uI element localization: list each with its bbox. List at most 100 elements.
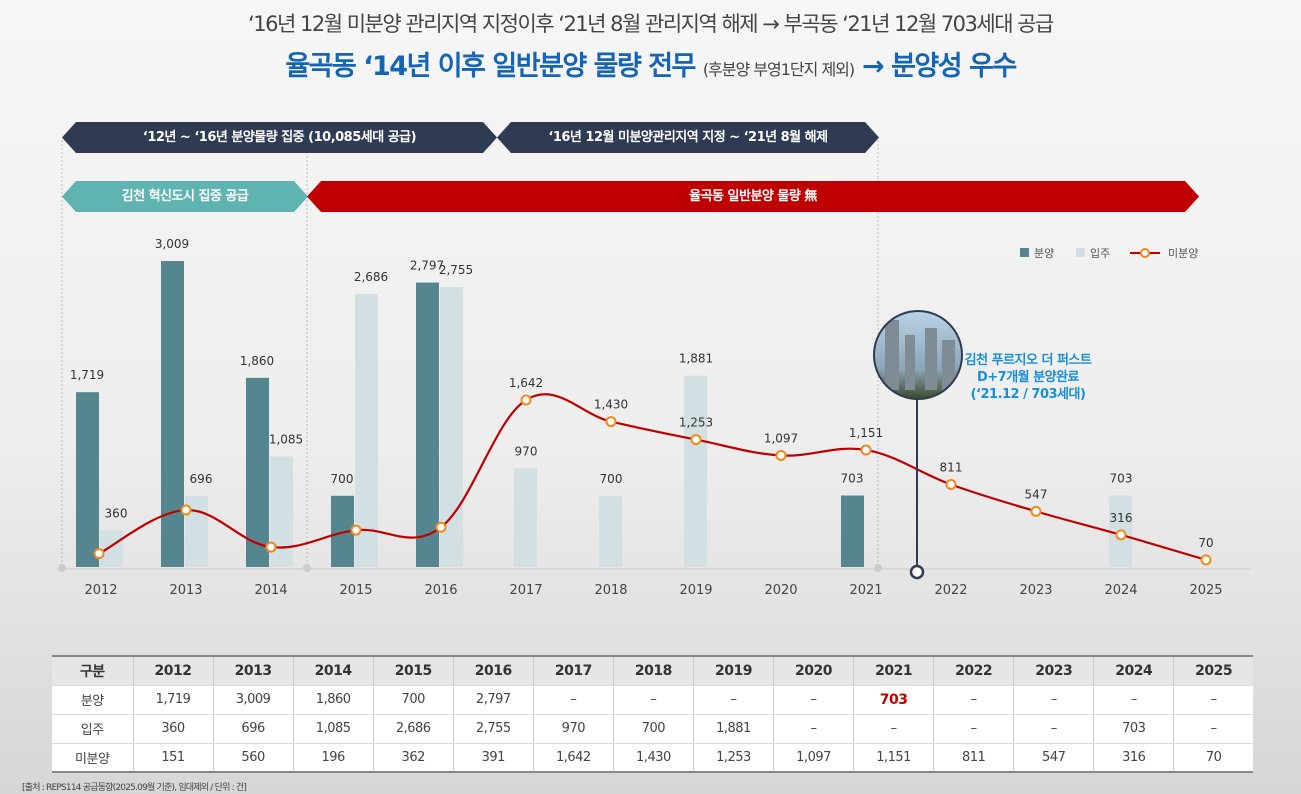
bar-label-ipju: 970	[515, 444, 538, 458]
table-cell: 700	[372, 685, 454, 715]
table-cell: 151	[132, 743, 214, 773]
table-cell: 1,430	[612, 743, 694, 773]
marker-mibunyang	[860, 444, 872, 456]
line-label-mibunyang: 1,151	[849, 426, 883, 440]
table-header-cell: 2025	[1173, 656, 1253, 686]
table-cell: 560	[212, 743, 294, 773]
building-icon	[905, 335, 915, 390]
table-cell: 700	[612, 714, 694, 744]
line-label-mibunyang: 1,430	[594, 398, 628, 412]
data-table: 구분 2012 2013 2014 2015 2016 2017 2018 2019 2020 20…	[52, 655, 1253, 773]
marker-mibunyang	[775, 449, 787, 461]
table-header-cell: 2022	[933, 656, 1014, 686]
table-header-cell: 구분	[52, 656, 133, 686]
table-cell: –	[692, 685, 774, 715]
x-tick-label: 2017	[509, 583, 542, 598]
table-header-cell: 2014	[292, 656, 374, 686]
bar-label-ipju: 360	[105, 506, 128, 520]
bar-label-ipju: 1,881	[679, 352, 713, 366]
table-cell: 970	[532, 714, 614, 744]
pin-marker	[909, 564, 925, 580]
marker-mibunyang	[1115, 529, 1127, 541]
marker-mibunyang	[690, 434, 702, 446]
x-tick-label: 2012	[84, 583, 117, 598]
bar-bunyang	[161, 261, 184, 567]
photo-frame	[873, 310, 963, 400]
table-header-cell: 2023	[1013, 656, 1094, 686]
table-cell: 70	[1173, 743, 1253, 773]
table-row: 미분양 151 560 196 362 391 1,642 1,430 1,253 1,097 1,…	[52, 743, 1253, 773]
banner-period1: ‘12년 ~ ‘16년 분양물량 집중 (10,085세대 공급)	[62, 122, 497, 153]
table-header-cell: 2013	[212, 656, 294, 686]
x-tick-label: 2020	[764, 583, 797, 598]
banner-period2: ‘16년 12월 미분양관리지역 지정 ~ ‘21년 8월 해제	[497, 122, 879, 153]
building-icon	[942, 340, 955, 390]
x-tick-label: 2022	[934, 583, 967, 598]
legend-label-bunyang: 분양	[1034, 247, 1054, 260]
building-icon	[885, 320, 899, 390]
x-tick-label: 2013	[169, 583, 202, 598]
headline-tail: → 분양성 우수	[854, 51, 1017, 82]
table-cell: 1,253	[692, 743, 774, 773]
line-label-mibunyang: 1,097	[764, 431, 798, 445]
marker-mibunyang	[1200, 554, 1212, 566]
marker-mibunyang	[93, 548, 105, 560]
line-label-mibunyang: 547	[1025, 487, 1048, 501]
table-cell: 입주	[52, 714, 133, 744]
table-header-cell: 2021	[853, 656, 934, 686]
bar-label-bunyang: 700	[331, 472, 354, 486]
bar-label-ipju: 696	[190, 472, 213, 486]
bar-bunyang	[76, 392, 99, 567]
table-cell: 3,009	[212, 685, 294, 715]
table-row: 입주 360 696 1,085 2,686 2,755 970 700 1,881– – – –70…	[52, 714, 1253, 744]
table-cell: –	[1013, 685, 1094, 715]
table-header-cell: 2018	[612, 656, 694, 686]
callout: 김천 푸르지오 더 퍼스트 D+7개월 분양완료 (‘21.12 / 703세대…	[958, 352, 1098, 403]
callout-line1: 김천 푸르지오 더 퍼스트	[964, 353, 1092, 368]
banner-red: 율곡동 일반분양 물량 無	[307, 181, 1199, 212]
table-header-cell: 2020	[772, 656, 854, 686]
marker-mibunyang	[265, 541, 277, 553]
bar-label-bunyang: 1,860	[240, 354, 274, 368]
legend-swatch-bunyang	[1020, 248, 1029, 257]
headline-main: 율곡동 ‘14년 이후 일반분양 물량 전무 (후분양 부영1단지 제외) → …	[0, 44, 1301, 83]
table-cell: –	[532, 685, 614, 715]
marker-mibunyang	[180, 504, 192, 516]
bar-bunyang	[416, 282, 439, 567]
bar-label-bunyang: 703	[841, 472, 864, 486]
x-tick-label: 2018	[594, 583, 627, 598]
x-tick-label: 2019	[679, 583, 712, 598]
bar-ipju	[599, 495, 622, 567]
table-cell: 1,860	[292, 685, 374, 715]
table-cell: –	[1173, 685, 1253, 715]
divider-dot	[58, 564, 66, 572]
table-cell: 1,719	[132, 685, 214, 715]
table-cell: 1,881	[692, 714, 774, 744]
line-label-mibunyang: 1,642	[509, 376, 543, 390]
table-cell: 316	[1093, 743, 1174, 773]
table-header-cell: 2016	[452, 656, 534, 686]
table-cell: 2,686	[372, 714, 454, 744]
table-header-cell: 2019	[692, 656, 774, 686]
x-tick-label: 2016	[424, 583, 457, 598]
line-label-mibunyang: 811	[940, 461, 963, 475]
headline-note: (후분양 부영1단지 제외)	[702, 60, 855, 79]
table-cell: 1,085	[292, 714, 374, 744]
x-tick-label: 2015	[339, 583, 372, 598]
table-cell: –	[1093, 685, 1174, 715]
table-cell: –	[772, 685, 854, 715]
bar-label-bunyang: 3,009	[155, 237, 189, 251]
marker-mibunyang	[605, 416, 617, 428]
table-cell: 1,097	[772, 743, 854, 773]
bar-ipju	[355, 293, 378, 567]
marker-mibunyang	[945, 479, 957, 491]
table-header-cell: 2012	[132, 656, 214, 686]
table-cell: –	[933, 714, 1014, 744]
bar-ipju	[440, 286, 463, 567]
legend-label-mibunyang: 미분양	[1168, 247, 1198, 260]
marker-mibunyang	[350, 524, 362, 536]
bar-bunyang	[331, 495, 354, 567]
bar-ipju	[100, 530, 123, 567]
table-cell: 360	[132, 714, 214, 744]
table-cell: –	[1013, 714, 1094, 744]
